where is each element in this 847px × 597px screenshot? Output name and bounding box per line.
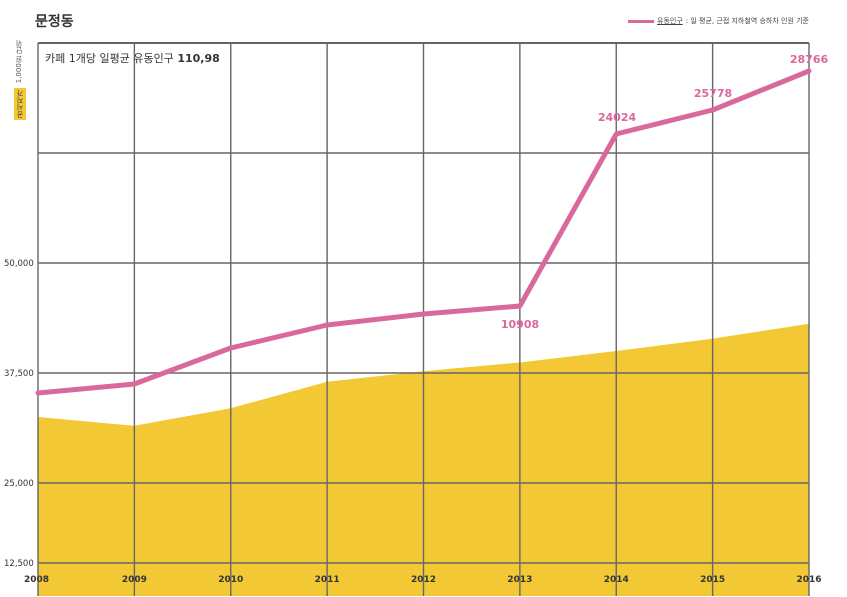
x-tick-label: 2008 <box>24 575 49 585</box>
line-series-foot-traffic <box>35 68 812 396</box>
x-tick-label: 2009 <box>122 575 147 585</box>
data-label: 25778 <box>694 87 732 100</box>
data-label: 28766 <box>790 53 829 66</box>
y-tick-label: 37,500 <box>4 369 34 379</box>
x-tick-label: 2013 <box>507 575 532 585</box>
legend-swatch-line <box>628 19 655 23</box>
legend-series-name: 유동인구 <box>657 17 683 25</box>
legend-note: : 일 평균, 근접 지하철역 승하차 인원 기준 <box>685 17 809 25</box>
x-tick-label: 2011 <box>315 575 340 585</box>
legend: 유동인구 : 일 평균, 근접 지하철역 승하차 인원 기준 <box>628 16 809 26</box>
y-tick-label: 12,500 <box>4 559 34 569</box>
y-tick-label: 50,000 <box>4 259 34 269</box>
x-tick-label: 2014 <box>604 575 629 585</box>
x-tick-label: 2015 <box>700 575 725 585</box>
x-tick-label: 2016 <box>796 575 821 585</box>
chart-title: 문정동 <box>35 14 74 30</box>
y-tick-label: 25,000 <box>4 479 34 489</box>
annotation-text: 카페 1개당 일평균 유동인구 110,98 <box>45 51 220 65</box>
x-tick-label: 2012 <box>411 575 436 585</box>
data-label: 10908 <box>501 318 539 331</box>
annotation-value: 110,98 <box>177 52 219 65</box>
x-tick-label: 2010 <box>218 575 243 585</box>
data-label: 24024 <box>598 111 637 124</box>
annotation-label: 카페 1개당 일평균 유동인구 <box>45 51 177 65</box>
